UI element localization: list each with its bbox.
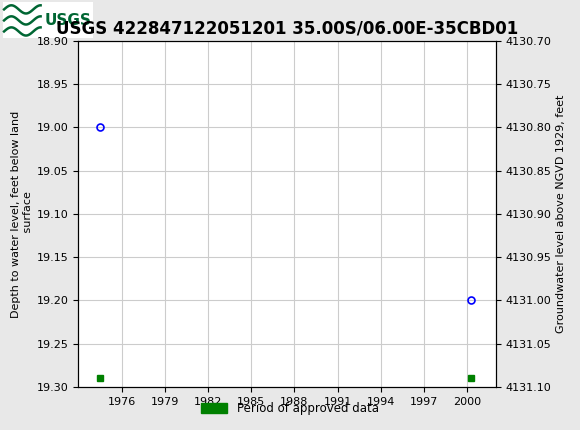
Text: USGS: USGS (45, 13, 92, 28)
Y-axis label: Groundwater level above NGVD 1929, feet: Groundwater level above NGVD 1929, feet (556, 95, 566, 333)
Title: USGS 422847122051201 35.00S/06.00E-35CBD01: USGS 422847122051201 35.00S/06.00E-35CBD… (56, 20, 518, 38)
Legend: Period of approved data: Period of approved data (201, 402, 379, 415)
FancyBboxPatch shape (3, 3, 93, 38)
Y-axis label: Depth to water level, feet below land
 surface: Depth to water level, feet below land su… (11, 111, 32, 317)
